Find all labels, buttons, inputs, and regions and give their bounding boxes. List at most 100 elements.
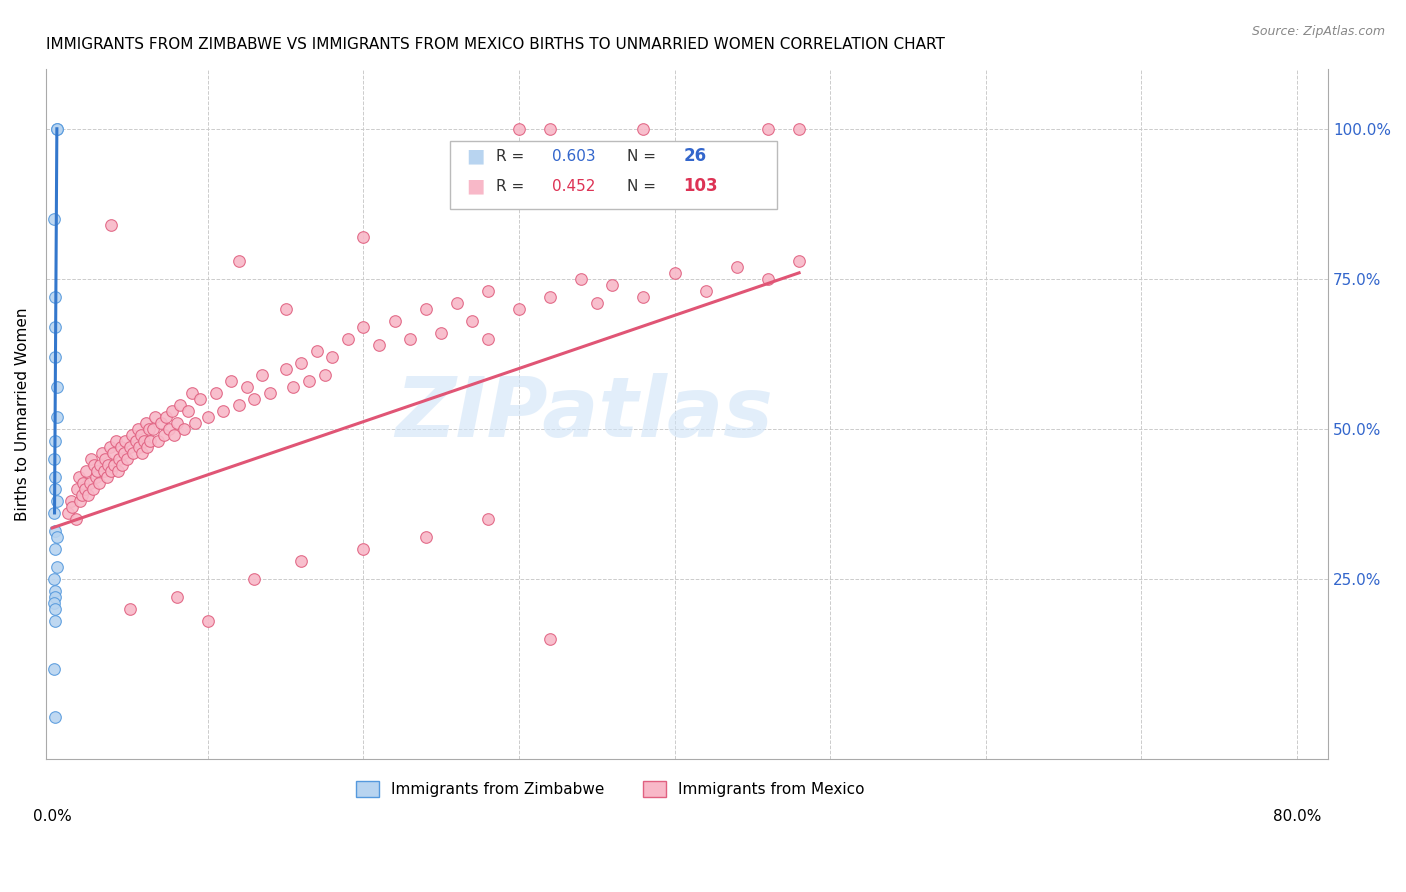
- Point: [461, 314, 484, 328]
- Point: [44, 584, 66, 599]
- Point: [633, 290, 655, 304]
- Point: [197, 614, 219, 628]
- Point: [44, 482, 66, 496]
- Point: [131, 446, 153, 460]
- Point: [259, 385, 281, 400]
- Text: 26: 26: [683, 147, 706, 165]
- Point: [44, 319, 66, 334]
- Point: [87, 475, 110, 490]
- Point: [42, 211, 65, 226]
- Point: [290, 356, 312, 370]
- Text: N =: N =: [627, 149, 661, 164]
- Point: [115, 451, 138, 466]
- Point: [45, 530, 67, 544]
- Point: [138, 422, 160, 436]
- Point: [243, 392, 266, 406]
- Point: [44, 710, 66, 724]
- Point: [228, 253, 250, 268]
- Point: [69, 494, 91, 508]
- Point: [538, 290, 561, 304]
- Point: [103, 458, 125, 472]
- Point: [352, 541, 374, 556]
- Point: [136, 440, 159, 454]
- Point: [45, 409, 67, 424]
- Point: [110, 440, 132, 454]
- Point: [602, 277, 624, 292]
- Point: [79, 475, 101, 490]
- Point: [756, 121, 779, 136]
- Text: 80.0%: 80.0%: [1272, 809, 1322, 823]
- Point: [508, 121, 530, 136]
- Point: [274, 301, 297, 316]
- Point: [143, 409, 166, 424]
- Point: [184, 416, 207, 430]
- Point: [42, 572, 65, 586]
- Point: [94, 451, 117, 466]
- Point: [129, 428, 152, 442]
- Point: [97, 458, 120, 472]
- Point: [44, 602, 66, 616]
- Point: [118, 440, 141, 454]
- Point: [569, 272, 592, 286]
- Text: R =: R =: [496, 178, 529, 194]
- Point: [290, 554, 312, 568]
- Point: [787, 121, 810, 136]
- Point: [121, 428, 143, 442]
- Point: [112, 446, 135, 460]
- Point: [166, 416, 188, 430]
- Point: [80, 451, 103, 466]
- Point: [44, 434, 66, 448]
- Text: ZIPatlas: ZIPatlas: [395, 374, 773, 454]
- Text: 0.603: 0.603: [553, 149, 596, 164]
- Point: [42, 596, 65, 610]
- Point: [111, 458, 134, 472]
- Point: [197, 409, 219, 424]
- Point: [585, 296, 607, 310]
- Point: [321, 350, 343, 364]
- Text: 0.452: 0.452: [553, 178, 596, 194]
- Point: [166, 590, 188, 604]
- Point: [228, 398, 250, 412]
- Point: [65, 512, 87, 526]
- Point: [162, 428, 184, 442]
- Point: [477, 512, 499, 526]
- Point: [93, 464, 115, 478]
- Point: [100, 218, 122, 232]
- Point: [67, 470, 90, 484]
- Bar: [450, 141, 776, 209]
- Text: 0.0%: 0.0%: [32, 809, 72, 823]
- Point: [100, 464, 122, 478]
- Point: [82, 482, 104, 496]
- Point: [84, 470, 107, 484]
- Point: [122, 446, 145, 460]
- Point: [125, 434, 148, 448]
- Point: [160, 404, 183, 418]
- Point: [415, 530, 437, 544]
- Point: [146, 434, 169, 448]
- Point: [157, 422, 180, 436]
- Point: [243, 572, 266, 586]
- Point: [283, 380, 305, 394]
- Point: [66, 482, 89, 496]
- Point: [101, 446, 124, 460]
- Point: [235, 380, 257, 394]
- Point: [96, 470, 118, 484]
- Point: [150, 416, 173, 430]
- Point: [274, 362, 297, 376]
- Point: [336, 332, 359, 346]
- Point: [384, 314, 406, 328]
- Point: [538, 632, 561, 646]
- Point: [477, 284, 499, 298]
- Point: [725, 260, 748, 274]
- Point: [44, 614, 66, 628]
- Point: [127, 422, 149, 436]
- Point: [252, 368, 274, 382]
- Point: [538, 121, 561, 136]
- Text: N =: N =: [627, 178, 661, 194]
- Point: [142, 422, 165, 436]
- Point: [70, 488, 93, 502]
- Point: [83, 458, 105, 472]
- Point: [62, 500, 84, 514]
- Point: [42, 506, 65, 520]
- Point: [181, 385, 204, 400]
